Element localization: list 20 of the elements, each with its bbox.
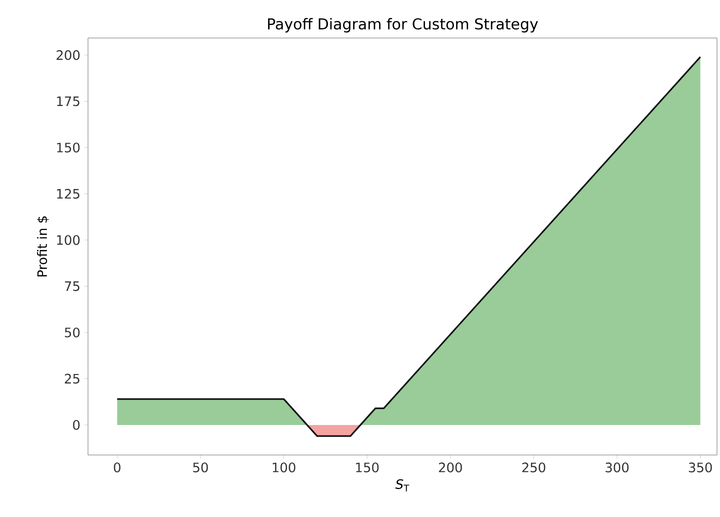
- x-tick-label: 50: [193, 462, 208, 472]
- x-tick-label: 300: [606, 462, 629, 472]
- y-tick-label: 150: [57, 142, 80, 152]
- x-tick-label: 100: [272, 462, 296, 472]
- y-tick-label: 50: [64, 328, 80, 338]
- y-tick-label: 200: [56, 50, 80, 60]
- y-tick-label: 0: [73, 420, 80, 430]
- y-tick-label: 175: [57, 96, 80, 106]
- y-tick-label: 25: [64, 374, 80, 384]
- y-tick-label: 125: [57, 188, 80, 199]
- x-axis-title: S$_{T}$: [395, 479, 410, 492]
- x-tick-label: 250: [522, 462, 546, 472]
- chart-title: Payoff Diagram for Custom Strategy: [268, 18, 538, 32]
- x-tick-label: 200: [438, 462, 462, 472]
- y-tick-label: 75: [64, 281, 80, 292]
- y-tick-label: 100: [57, 235, 80, 245]
- x-tick-label: 0: [114, 462, 120, 472]
- x-tick-label: 150: [356, 462, 379, 472]
- x-tick-label: 350: [688, 462, 712, 472]
- y-axis-title: Profit in $: [36, 216, 49, 276]
